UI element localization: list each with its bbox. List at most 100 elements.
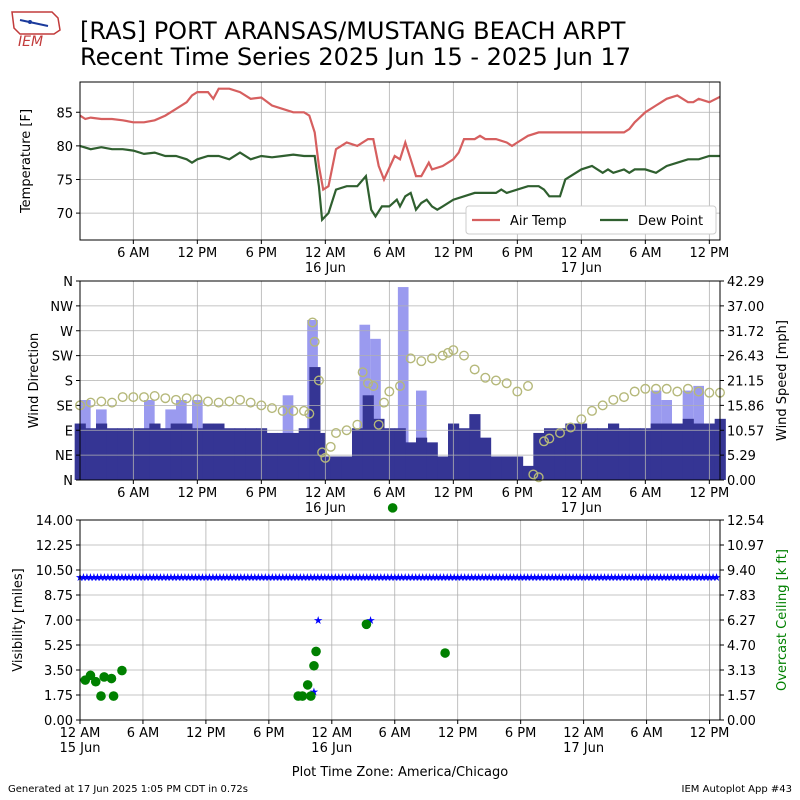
wind-speed-bar (661, 423, 673, 480)
visibility-point: ★ (79, 571, 89, 584)
visibility-point: ★ (652, 571, 662, 584)
visibility-point: ★ (313, 571, 323, 584)
vis-xtick-label: 12 PM (690, 726, 730, 741)
ceiling-point (90, 676, 101, 687)
temp-xtick-sublabel: 17 Jun (561, 261, 602, 276)
wind-direction-point (533, 472, 544, 483)
visibility-point: ★ (292, 571, 302, 584)
visibility-point: ★ (306, 571, 316, 584)
wind-direction-point (192, 394, 203, 405)
wind-direction-point (128, 392, 139, 403)
wind-direction-point (213, 397, 224, 408)
visibility-point: ★ (211, 571, 221, 584)
visibility-point: ★ (400, 571, 410, 584)
visibility-point: ★ (411, 571, 421, 584)
visibility-point: ★ (208, 571, 218, 584)
visibility-point: ★ (369, 571, 379, 584)
visibility-point: ★ (316, 571, 326, 584)
wind-dir-tick-label: E (65, 424, 73, 439)
visibility-point: ★ (348, 571, 358, 584)
vis-tick-label: 7.00 (44, 614, 73, 629)
visibility-point: ★ (446, 571, 456, 584)
visibility-point: ★ (659, 571, 669, 584)
ceiling-tick-label: 9.40 (727, 564, 756, 579)
vis-xtick-label: 6 PM (253, 726, 284, 741)
ceiling-point (297, 691, 308, 701)
wind-direction-point (395, 381, 406, 392)
wind-xtick-label: 6 PM (246, 486, 277, 501)
ceiling-tick-label: 7.83 (727, 589, 756, 604)
wind-gust-bar (416, 390, 427, 480)
wind-direction-point (331, 428, 342, 439)
vis-tick-label: 8.75 (44, 589, 73, 604)
visibility-point: ★ (393, 571, 403, 584)
visibility-point: ★ (173, 571, 183, 584)
wind-direction-point (138, 392, 149, 403)
visibility-point: ★ (285, 571, 295, 584)
wind-speed-tick-label: 42.29 (727, 275, 764, 290)
visibility-point: ★ (533, 571, 543, 584)
temp-ytick-label: 85 (56, 106, 73, 121)
wind-speed-bar (202, 423, 214, 480)
wind-xtick-label: 12 AM (305, 486, 346, 501)
wind-xtick-label: 12 PM (177, 486, 217, 501)
vis-xtick-sublabel: 17 Jun (563, 741, 604, 756)
visibility-point: ★ (586, 571, 596, 584)
wind-direction-point (149, 390, 160, 401)
wind-direction-point (117, 392, 128, 403)
visibility-point: ★ (537, 571, 547, 584)
visibility-point: ★ (351, 571, 361, 584)
visibility-point: ★ (187, 571, 197, 584)
visibility-point: ★ (197, 571, 207, 584)
ceiling-point (96, 691, 106, 701)
wind-direction-point (313, 375, 324, 386)
visibility-point: ★ (404, 571, 414, 584)
temp-ytick-label: 80 (56, 140, 73, 155)
visibility-point: ★ (183, 571, 193, 584)
wind-direction-point (373, 419, 384, 430)
wind-xtick-sublabel: 17 Jun (561, 501, 602, 516)
wind-speed-ylabel: Wind Speed [mph] (775, 320, 790, 441)
temp-xtick-label: 12 AM (561, 246, 602, 261)
visibility-point: ★ (670, 571, 680, 584)
wind-speed-bar (608, 423, 620, 480)
vis-xtick-label: 6 AM (630, 726, 663, 741)
visibility-point: ★ (684, 571, 694, 584)
visibility-point: ★ (477, 571, 487, 584)
chart-title-line2: Recent Time Series 2025 Jun 15 - 2025 Ju… (80, 43, 632, 71)
wind-speed-bar (362, 395, 374, 480)
wind-speed-bar (170, 423, 182, 480)
visibility-point: ★ (89, 571, 99, 584)
wind-speed-bar (416, 437, 428, 480)
wind-speed-bar (213, 423, 225, 480)
visibility-point: ★ (222, 571, 232, 584)
visibility-point: ★ (582, 571, 592, 584)
wind-direction-point (469, 364, 480, 375)
visibility-point: ★ (121, 571, 131, 584)
visibility-point: ★ (274, 571, 284, 584)
legend-dew-point-label: Dew Point (638, 214, 703, 229)
wind-speed-bar (501, 456, 513, 480)
visibility-point: ★ (442, 571, 452, 584)
wind-speed-bar (266, 432, 278, 480)
wind-dir-ylabel: Wind Direction (27, 333, 42, 429)
visibility-point: ★ (680, 571, 690, 584)
visibility-point: ★ (131, 571, 141, 584)
visibility-point: ★ (621, 571, 631, 584)
vis-xtick-label: 12 PM (438, 726, 478, 741)
wind-direction-point (523, 381, 534, 392)
vis-tick-label: 14.00 (36, 514, 73, 529)
wind-direction-point (416, 356, 427, 367)
wind-direction-point (437, 350, 448, 361)
wind-speed-bar (341, 456, 353, 480)
visibility-point: ★ (190, 571, 200, 584)
visibility-point: ★ (114, 571, 124, 584)
visibility-point: ★ (86, 571, 96, 584)
visibility-point: ★ (631, 571, 641, 584)
wind-xtick-label: 6 PM (502, 486, 533, 501)
visibility-point: ★ (638, 571, 648, 584)
wind-direction-point (267, 403, 278, 414)
wind-direction-point (304, 408, 315, 419)
wind-direction-point (96, 396, 107, 407)
vis-tick-label: 12.25 (36, 539, 73, 554)
